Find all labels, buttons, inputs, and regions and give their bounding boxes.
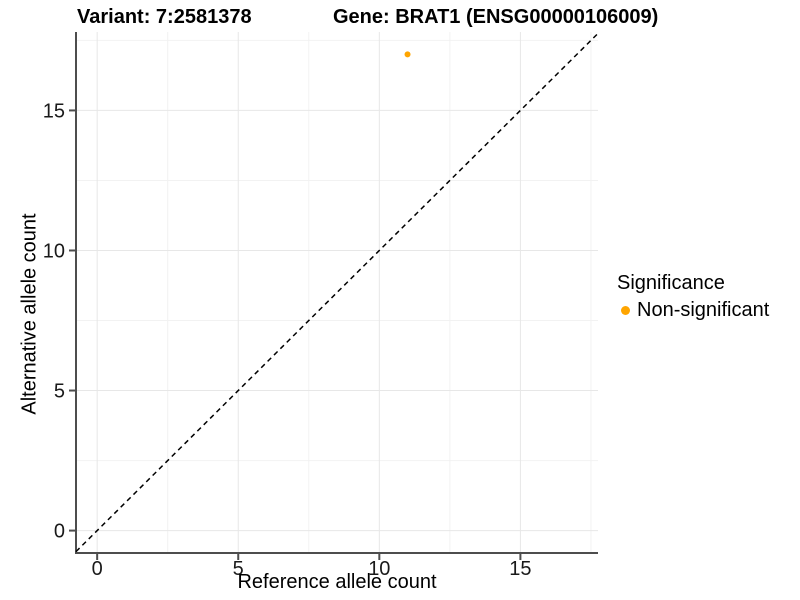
legend: Significance Non-significant: [617, 272, 769, 322]
identity-dashed-line: [75, 32, 599, 553]
gridlines-major: [76, 32, 598, 553]
y-tick-label: 15: [43, 100, 65, 122]
gene-title: Gene: BRAT1 (ENSG00000106009): [333, 6, 659, 28]
legend-item-non-significant: Non-significant: [621, 299, 769, 322]
x-tick-label: 5: [233, 558, 244, 580]
gridlines-minor: [76, 32, 598, 553]
y-tick-label: 10: [43, 240, 65, 262]
data-point: [404, 51, 411, 58]
y-tick-label: 0: [54, 521, 65, 543]
axis-ticks: [69, 109, 522, 560]
x-tick-label: 0: [92, 558, 103, 580]
x-tick-label: 15: [509, 558, 531, 580]
axis-lines: [75, 32, 598, 554]
tick-labels: 0 5 10 15 0 5 10 15: [43, 100, 532, 580]
legend-item-label: Non-significant: [637, 299, 770, 321]
x-tick-label: 10: [368, 558, 390, 580]
y-tick-label: 5: [54, 381, 65, 403]
y-axis-title: Alternative allele count: [18, 213, 41, 415]
legend-title: Significance: [617, 272, 725, 294]
x-axis-title: Reference allele count: [237, 571, 437, 593]
point-swatch-icon: [621, 306, 630, 315]
variant-title: Variant: 7:2581378: [77, 6, 252, 28]
identity-line: [75, 32, 599, 553]
data-points: [404, 51, 411, 58]
